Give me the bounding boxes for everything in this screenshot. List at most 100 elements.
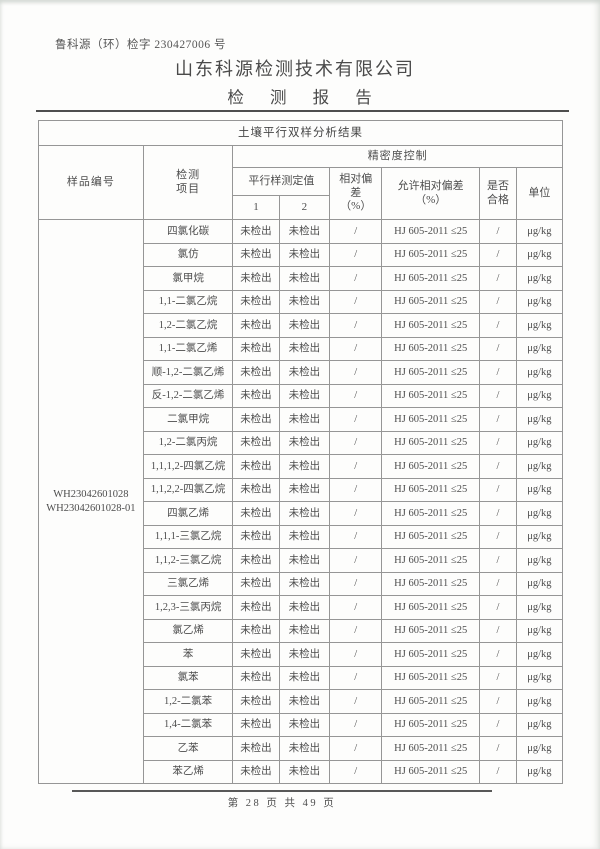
cell-value-2: 未检出 xyxy=(278,618,331,643)
cell-allowed-deviation: HJ 605-2011 ≤25 xyxy=(381,477,481,502)
cell-value-2: 未检出 xyxy=(278,313,331,338)
cell-test-item: 1,2-二氯乙烷 xyxy=(142,313,234,338)
header-sub-1: 1 xyxy=(232,195,280,220)
table-body: WH23042601028 WH23042601028-01 四氯化碳 未检出 未… xyxy=(38,219,564,784)
cell-relative-deviation: / xyxy=(329,360,383,385)
cell-allowed-deviation: HJ 605-2011 ≤25 xyxy=(381,689,481,714)
cell-qualified: / xyxy=(479,759,517,784)
company-name: 山东科源检测技术有限公司 xyxy=(175,59,415,79)
cell-unit: μg/kg xyxy=(515,689,564,714)
cell-value-2: 未检出 xyxy=(278,642,331,667)
cell-relative-deviation: / xyxy=(329,219,383,244)
cell-unit: μg/kg xyxy=(515,618,564,643)
cell-test-item: 二氯甲烷 xyxy=(142,407,234,432)
cell-unit: μg/kg xyxy=(515,571,564,596)
cell-qualified: / xyxy=(479,642,517,667)
table-row: 氯仿 未检出 未检出 / HJ 605-2011 ≤25 / μg/kg xyxy=(39,242,564,267)
table-row: 1,1-二氯乙烷 未检出 未检出 / HJ 605-2011 ≤25 / μg/… xyxy=(39,289,564,314)
footer-divider xyxy=(72,790,492,792)
cell-unit: μg/kg xyxy=(515,407,564,432)
cell-value-1: 未检出 xyxy=(232,242,280,267)
cell-value-2: 未检出 xyxy=(278,266,331,291)
cell-test-item: 四氯乙烯 xyxy=(142,501,234,526)
cell-value-1: 未检出 xyxy=(232,219,280,244)
table-row: 苯 未检出 未检出 / HJ 605-2011 ≤25 / μg/kg xyxy=(39,642,564,667)
cell-unit: μg/kg xyxy=(515,642,564,667)
sample-id-line: WH23042601028 xyxy=(53,489,129,501)
cell-value-1: 未检出 xyxy=(232,407,280,432)
cell-unit: μg/kg xyxy=(515,548,564,573)
cell-value-1: 未检出 xyxy=(232,454,280,479)
cell-value-1: 未检出 xyxy=(232,430,280,455)
cell-test-item: 氯甲烷 xyxy=(142,266,234,291)
table-row: 1,1-二氯乙烯 未检出 未检出 / HJ 605-2011 ≤25 / μg/… xyxy=(39,336,564,361)
table-row: 氯苯 未检出 未检出 / HJ 605-2011 ≤25 / μg/kg xyxy=(39,665,564,690)
cell-test-item: 苯乙烯 xyxy=(142,759,234,784)
cell-value-2: 未检出 xyxy=(278,289,331,314)
table-row: 苯乙烯 未检出 未检出 / HJ 605-2011 ≤25 / μg/kg xyxy=(39,759,564,784)
cell-unit: μg/kg xyxy=(515,266,564,291)
cell-allowed-deviation: HJ 605-2011 ≤25 xyxy=(381,712,481,737)
cell-relative-deviation: / xyxy=(329,618,383,643)
cell-test-item: 1,1,1-三氯乙烷 xyxy=(142,524,234,549)
cell-qualified: / xyxy=(479,242,517,267)
cell-test-item: 1,2,3-三氯丙烷 xyxy=(142,595,234,620)
cell-test-item: 1,4-二氯苯 xyxy=(142,712,234,737)
cell-test-item: 1,1,2-三氯乙烷 xyxy=(142,548,234,573)
cell-test-item: 四氯化碳 xyxy=(142,219,234,244)
cell-value-2: 未检出 xyxy=(278,665,331,690)
cell-qualified: / xyxy=(479,548,517,573)
cell-relative-deviation: / xyxy=(329,454,383,479)
cell-value-1: 未检出 xyxy=(232,595,280,620)
header-unit: 单位 xyxy=(515,167,564,220)
cell-unit: μg/kg xyxy=(515,219,564,244)
table-row: 样品编号 检测 项目 精密度控制 xyxy=(38,145,563,220)
sample-id-cell: WH23042601028 WH23042601028-01 xyxy=(38,219,144,784)
cell-allowed-deviation: HJ 605-2011 ≤25 xyxy=(381,759,481,784)
table-row: 1,1,1,2-四氯乙烷 未检出 未检出 / HJ 605-2011 ≤25 /… xyxy=(39,454,564,479)
table-row: 1,1,1-三氯乙烷 未检出 未检出 / HJ 605-2011 ≤25 / μ… xyxy=(39,524,564,549)
cell-qualified: / xyxy=(479,712,517,737)
cell-relative-deviation: / xyxy=(329,289,383,314)
cell-value-1: 未检出 xyxy=(232,712,280,737)
cell-qualified: / xyxy=(479,289,517,314)
cell-value-1: 未检出 xyxy=(232,477,280,502)
table-row: 1,2-二氯乙烷 未检出 未检出 / HJ 605-2011 ≤25 / μg/… xyxy=(39,313,564,338)
cell-value-2: 未检出 xyxy=(278,736,331,761)
cell-test-item: 氯乙烯 xyxy=(142,618,234,643)
cell-allowed-deviation: HJ 605-2011 ≤25 xyxy=(381,336,481,361)
cell-allowed-deviation: HJ 605-2011 ≤25 xyxy=(381,454,481,479)
cell-allowed-deviation: HJ 605-2011 ≤25 xyxy=(381,571,481,596)
cell-qualified: / xyxy=(479,665,517,690)
cell-allowed-deviation: HJ 605-2011 ≤25 xyxy=(381,219,481,244)
table-banner: 土壤平行双样分析结果 xyxy=(38,120,563,146)
header-parallel-values: 平行样测定值 xyxy=(232,167,331,196)
cell-test-item: 1,2-二氯苯 xyxy=(142,689,234,714)
cell-test-item: 1,1-二氯乙烷 xyxy=(142,289,234,314)
cell-test-item: 1,1,1,2-四氯乙烷 xyxy=(142,454,234,479)
header-sub-2: 2 xyxy=(278,195,331,220)
title-divider xyxy=(36,110,569,112)
cell-relative-deviation: / xyxy=(329,383,383,408)
cell-test-item: 乙苯 xyxy=(142,736,234,761)
page-title: 检 测 报 告 xyxy=(227,88,383,107)
cell-value-2: 未检出 xyxy=(278,454,331,479)
cell-value-1: 未检出 xyxy=(232,571,280,596)
table-row: 平行样测定值 相对偏 差 （%） 允许相对偏差 （%） 是否 合格 单位 xyxy=(39,167,564,220)
table-row: 反-1,2-二氯乙烯 未检出 未检出 / HJ 605-2011 ≤25 / μ… xyxy=(39,383,564,408)
report-number: 鲁科源（环）检字 230427006 号 xyxy=(55,39,226,51)
cell-qualified: / xyxy=(479,266,517,291)
cell-allowed-deviation: HJ 605-2011 ≤25 xyxy=(381,313,481,338)
cell-test-item: 1,1-二氯乙烯 xyxy=(142,336,234,361)
cell-relative-deviation: / xyxy=(329,242,383,267)
cell-value-1: 未检出 xyxy=(232,383,280,408)
header-allowed-deviation: 允许相对偏差 （%） xyxy=(381,167,481,220)
cell-test-item: 顺-1,2-二氯乙烯 xyxy=(142,360,234,385)
cell-allowed-deviation: HJ 605-2011 ≤25 xyxy=(381,242,481,267)
cell-value-2: 未检出 xyxy=(278,242,331,267)
cell-relative-deviation: / xyxy=(329,524,383,549)
cell-value-1: 未检出 xyxy=(232,360,280,385)
cell-relative-deviation: / xyxy=(329,313,383,338)
cell-unit: μg/kg xyxy=(515,665,564,690)
cell-qualified: / xyxy=(479,618,517,643)
